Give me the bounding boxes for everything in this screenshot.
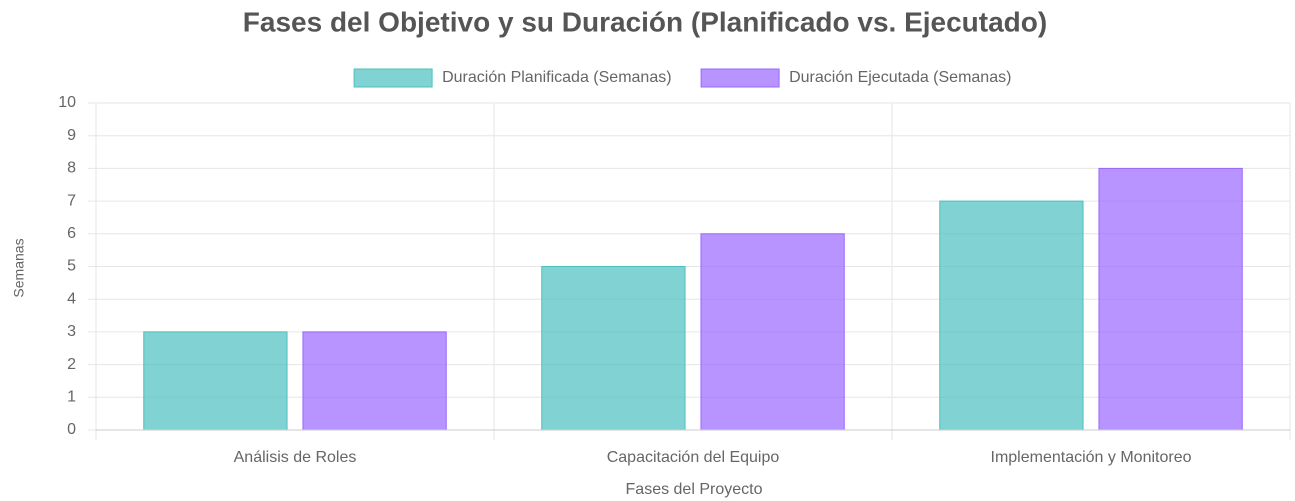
y-tick-label: 5 <box>67 258 76 275</box>
x-tick-label: Análisis de Roles <box>234 449 357 466</box>
y-axis-title: Semanas <box>11 238 27 297</box>
y-tick-label: 10 <box>58 94 76 111</box>
y-tick-label: 9 <box>67 127 76 144</box>
y-tick-label: 7 <box>67 192 76 209</box>
legend-swatch <box>700 68 780 88</box>
bar <box>302 331 447 431</box>
legend-swatch <box>353 68 433 88</box>
x-axis-title: Fases del Proyecto <box>626 481 763 498</box>
y-tick-label: 2 <box>67 356 76 373</box>
y-tick-label: 4 <box>67 290 76 307</box>
x-tick-label: Capacitación del Equipo <box>607 449 780 466</box>
chart-title: Fases del Objetivo y su Duración (Planif… <box>243 6 1047 37</box>
bar <box>143 331 288 431</box>
legend-label: Duración Planificada (Semanas) <box>442 69 671 86</box>
bar <box>700 233 845 431</box>
bar <box>541 266 686 431</box>
y-tick-label: 0 <box>67 421 76 438</box>
y-tick-label: 8 <box>67 160 76 177</box>
x-tick-label: Implementación y Monitoreo <box>991 449 1192 466</box>
y-tick-label: 6 <box>67 225 76 242</box>
bar <box>939 200 1084 431</box>
bar <box>1098 167 1243 431</box>
y-tick-label: 1 <box>67 389 76 406</box>
y-tick-label: 3 <box>67 323 76 340</box>
legend-label: Duración Ejecutada (Semanas) <box>789 69 1011 86</box>
